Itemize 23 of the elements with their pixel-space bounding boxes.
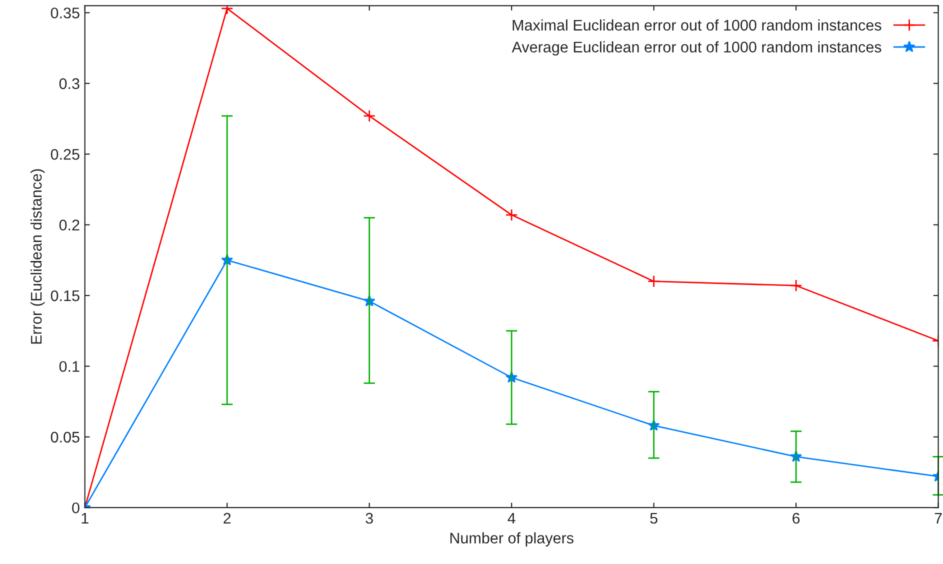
x-axis-title: Number of players xyxy=(450,532,574,546)
x-tick-label: 4 xyxy=(508,513,516,524)
y-tick-label: 0.1 xyxy=(59,361,80,372)
x-tick-label: 6 xyxy=(792,512,800,524)
x-tick-label: 1 xyxy=(82,513,88,524)
y-tick-label: 0.15 xyxy=(50,290,80,302)
y-tick-label: 0.05 xyxy=(50,432,80,443)
y-tick-label: 0 xyxy=(72,502,80,514)
y-tick-label: 0.35 xyxy=(50,8,80,18)
point xyxy=(363,110,376,122)
point xyxy=(648,275,660,288)
x-tick-label: 7 xyxy=(934,513,942,524)
x-tick-label: 5 xyxy=(650,513,658,524)
x-tick-label: 3 xyxy=(366,512,373,524)
y-axis-title: Error (Euclidean distance) xyxy=(30,169,45,344)
point xyxy=(790,279,802,292)
y-tick-label: 0.3 xyxy=(59,78,80,90)
point xyxy=(505,208,518,222)
legend-label: Maximal Euclidean error out of 1000 random instances xyxy=(512,19,882,31)
y-tick-label: 0.2 xyxy=(59,220,80,230)
legend-label: Average Euclidean error out of 1000 random instances xyxy=(512,41,882,56)
y-tick-label: 0.25 xyxy=(50,148,80,160)
x-tick-label: 2 xyxy=(224,512,231,524)
